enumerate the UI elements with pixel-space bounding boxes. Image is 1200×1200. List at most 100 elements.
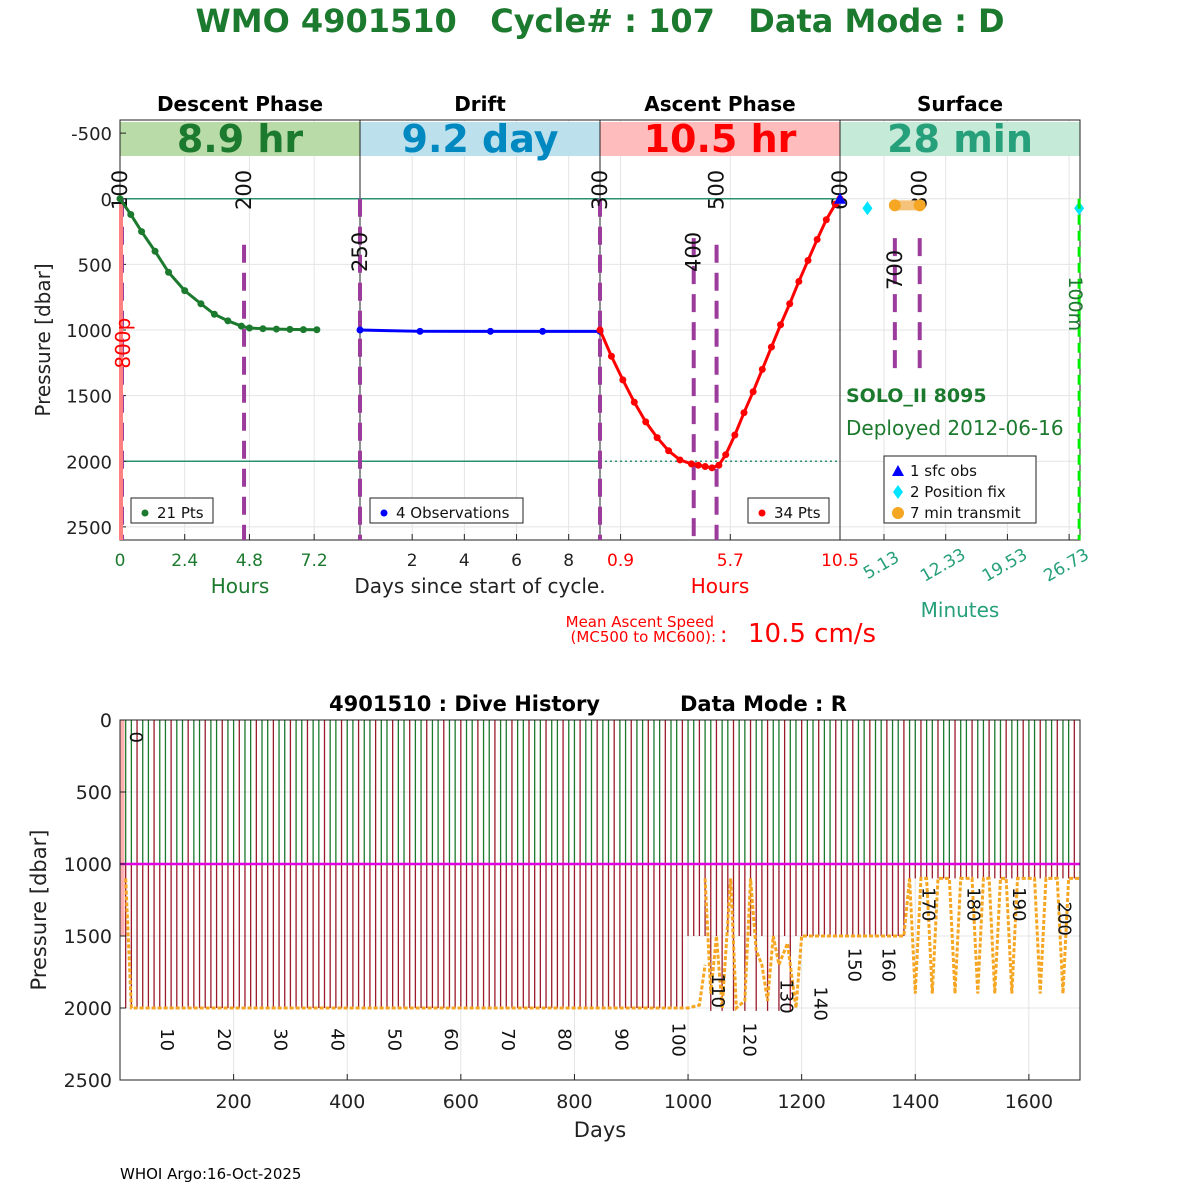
phase-band (840, 122, 1080, 156)
y-tick-label: 0 (101, 190, 112, 211)
x-tick-label: 4 (459, 551, 470, 571)
x-tick-label: 0.9 (607, 551, 634, 571)
legend-descent-label: 21 Pts (157, 504, 204, 522)
ascent-line (598, 197, 842, 470)
cycle-label: 10 (156, 1028, 177, 1051)
ascent-point (822, 216, 830, 224)
ascent-point (731, 431, 739, 439)
x-axis-label: Days (574, 1118, 626, 1142)
legend-surface-label: 2 Position fix (910, 483, 1006, 501)
cycle-label: 170 (917, 887, 938, 921)
legend-surface-label: 1 sfc obs (910, 462, 977, 480)
bottom-axes-frame (119, 719, 1081, 1081)
y-tick-label: 0 (100, 710, 112, 732)
cycle-label: 70 (497, 1028, 518, 1051)
mc-label: 100 (108, 170, 132, 210)
footer-credit: WHOI Argo:16-Oct-2025 (120, 1165, 302, 1183)
y-tick-label: 1000 (66, 321, 112, 342)
x-tick-label: 1600 (1005, 1091, 1053, 1113)
descent-point (151, 247, 159, 255)
x-tick-label: 2.4 (171, 551, 198, 571)
ascent-point (694, 461, 702, 469)
descent-red-label: 800p (111, 318, 135, 369)
descent-point (237, 322, 245, 330)
ascent-point (813, 235, 821, 243)
first-dive-rect (120, 720, 125, 936)
legend-ascent-label: 34 Pts (774, 504, 821, 522)
x-tick-label: 4.8 (236, 551, 263, 571)
legend-drift-label: 4 Observations (396, 504, 510, 522)
y-axis-label: Pressure [dbar] (27, 830, 51, 991)
cycle-label: 100 (667, 1023, 688, 1057)
mc-label: 200 (232, 170, 256, 210)
cycle-label: 80 (554, 1028, 575, 1051)
legend-surface (883, 455, 1037, 524)
descent-point (116, 195, 124, 203)
deployed-date: Deployed 2012-06-16 (846, 416, 1064, 440)
y-tick-label: 500 (76, 782, 112, 804)
x-tick-label: 400 (329, 1091, 365, 1113)
ascent-point (740, 409, 748, 417)
x-tick-label: 600 (443, 1091, 479, 1113)
cycle-label: 160 (878, 948, 899, 982)
descent-point (272, 325, 280, 333)
x-tick-label: 19.53 (979, 545, 1031, 587)
ascent-point (653, 434, 661, 442)
mean-ascent-label: Mean Ascent Speed (566, 613, 714, 631)
x-tick-label: 26.73 (1041, 545, 1093, 587)
phase-header: Descent Phase (157, 92, 323, 116)
ascent-point (786, 300, 794, 308)
ascent-point (642, 418, 650, 426)
cycle-label: 20 (213, 1028, 234, 1051)
drift-point (486, 327, 494, 335)
mc-label: 300 (588, 170, 612, 210)
y-tick-label: 1500 (64, 926, 112, 948)
y-axis-label: Pressure [dbar] (31, 263, 55, 416)
cycle-label: 190 (1008, 887, 1029, 921)
descent-point (224, 317, 232, 325)
cycle-label: 120 (738, 1023, 759, 1057)
profile-depth-line (703, 878, 724, 1009)
x-tick-label: 8 (563, 551, 574, 571)
x-tick-label: 12.33 (917, 545, 969, 587)
ascent-point (795, 277, 803, 285)
ascent-point (676, 456, 684, 464)
dive-history-title-mode: Data Mode : R (680, 692, 847, 716)
y-tick-label: 1000 (64, 854, 112, 876)
sfc-obs-marker (834, 192, 846, 204)
mc-label: 600 (828, 170, 852, 210)
float-name: SOLO_II 8095 (846, 385, 987, 407)
profile-depth-line (908, 876, 1080, 994)
descent-point (127, 211, 135, 218)
phase-band (360, 122, 600, 156)
legend-drift (369, 497, 524, 524)
descent-point (286, 325, 294, 333)
transmit-start (888, 199, 901, 212)
mc-label: 400 (682, 232, 706, 272)
drift-line (359, 328, 600, 333)
cycle-label: 50 (383, 1028, 404, 1051)
drift-point (539, 327, 547, 335)
descent-point (138, 228, 146, 236)
x-tick-label: 10.5 (821, 551, 859, 571)
legend-ascent (747, 497, 830, 524)
x-axis-label-ascent: Hours (691, 574, 750, 598)
phase-header: Drift (454, 92, 506, 116)
descent-point (165, 268, 173, 276)
cycle-label: 30 (270, 1028, 291, 1051)
ascent-point (596, 326, 604, 334)
cycle-label: 110 (707, 974, 728, 1008)
x-tick-label: 200 (215, 1091, 251, 1113)
descent-point (181, 287, 189, 295)
y-tick-label: 2500 (64, 1070, 112, 1092)
mc-label: 700 (883, 250, 907, 290)
x-tick-label: 0 (115, 551, 126, 571)
y-tick-label: 2000 (64, 998, 112, 1020)
phase-header: Ascent Phase (644, 92, 795, 116)
cycle-label: 90 (611, 1028, 632, 1051)
legend-ascent-marker (758, 509, 766, 517)
x-axis-label-drift: Days since start of cycle. (354, 574, 605, 598)
x-tick-label: 1000 (664, 1091, 712, 1113)
phase-band (120, 122, 360, 156)
ascent-point (630, 398, 638, 406)
